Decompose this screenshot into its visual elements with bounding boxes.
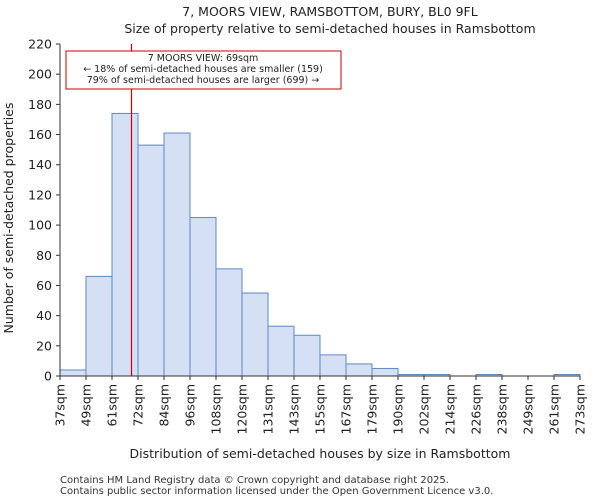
bar-143sqm xyxy=(293,334,321,377)
footer-line-1: Contains HM Land Registry data © Crown c… xyxy=(60,475,449,486)
bar-155sqm xyxy=(319,354,347,377)
footer-line-2: Contains public sector information licen… xyxy=(60,486,493,497)
x-tick-label-202sqm: 202sqm xyxy=(417,384,432,434)
bar-179sqm xyxy=(371,367,399,377)
x-tick-label-167sqm: 167sqm xyxy=(339,384,354,434)
x-tick-label-238sqm: 238sqm xyxy=(495,384,510,434)
y-axis-ticks: 0 20 40 60 80 100 120 140 160 180 200 220 xyxy=(28,37,60,384)
x-tick-label-226sqm: 226sqm xyxy=(469,384,484,434)
bar-61sqm xyxy=(111,112,139,377)
bar-37sqm xyxy=(59,369,87,377)
x-tick-label-249sqm: 249sqm xyxy=(521,384,536,434)
bar-131sqm xyxy=(267,325,295,377)
bar-49sqm xyxy=(85,275,113,377)
y-tick-label: 220 xyxy=(28,37,52,52)
chart-title: 7, MOORS VIEW, RAMSBOTTOM, BURY, BL0 9FL xyxy=(182,4,477,19)
annotation-line-3: 79% of semi-detached houses are larger (… xyxy=(87,75,320,86)
x-tick-label-49sqm: 49sqm xyxy=(79,384,94,427)
x-tick-label-214sqm: 214sqm xyxy=(443,384,458,434)
x-tick-label-61sqm: 61sqm xyxy=(105,384,120,427)
bar-84sqm xyxy=(163,132,191,377)
y-tick-label: 0 xyxy=(44,369,52,384)
x-tick-label-131sqm: 131sqm xyxy=(261,384,276,434)
annotation-frame xyxy=(65,50,342,90)
x-tick-label-179sqm: 179sqm xyxy=(365,384,380,434)
y-tick-label: 100 xyxy=(28,218,52,233)
bar-108sqm xyxy=(215,268,243,377)
x-tick-label-72sqm: 72sqm xyxy=(131,384,146,427)
bar-120sqm xyxy=(241,292,269,377)
y-tick-label: 140 xyxy=(28,157,52,172)
annotation-box: 7 MOORS VIEW: 69sqm ← 18% of semi-detach… xyxy=(65,50,342,90)
bar-96sqm xyxy=(189,217,217,377)
x-tick-label-120sqm: 120sqm xyxy=(235,384,250,434)
x-tick-label-108sqm: 108sqm xyxy=(209,384,224,434)
x-axis-label: Distribution of semi-detached houses by … xyxy=(130,446,511,461)
x-tick-label-190sqm: 190sqm xyxy=(391,384,406,434)
y-tick-label: 200 xyxy=(28,67,52,82)
x-axis-ticks: 37sqm 49sqm 61sqm 72sqm 84sqm 96sqm 108sqm 120s… xyxy=(53,376,588,434)
y-tick-label: 80 xyxy=(36,248,52,263)
y-tick-label: 20 xyxy=(36,338,52,353)
x-tick-label-155sqm: 155sqm xyxy=(313,384,328,434)
x-tick-label-84sqm: 84sqm xyxy=(157,384,172,427)
bar-167sqm xyxy=(345,363,373,377)
bars-group xyxy=(59,112,581,377)
x-tick-label-37sqm: 37sqm xyxy=(53,384,68,427)
x-tick-label-261sqm: 261sqm xyxy=(547,384,562,434)
y-tick-label: 120 xyxy=(28,187,52,202)
y-axis-label: Number of semi-detached properties xyxy=(1,103,16,334)
bar-72sqm xyxy=(137,144,165,377)
annotation-line-2: ← 18% of semi-detached houses are smalle… xyxy=(83,64,323,75)
annotation-line-1: 7 MOORS VIEW: 69sqm xyxy=(148,53,259,64)
y-tick-label: 180 xyxy=(28,97,52,112)
y-tick-label: 40 xyxy=(36,308,52,323)
y-tick-label: 160 xyxy=(28,127,52,142)
x-tick-label-96sqm: 96sqm xyxy=(183,384,198,427)
x-tick-label-143sqm: 143sqm xyxy=(287,384,302,434)
chart-subtitle: Size of property relative to semi-detach… xyxy=(124,21,535,36)
y-tick-label: 60 xyxy=(36,278,52,293)
x-tick-label-273sqm: 273sqm xyxy=(573,384,588,434)
